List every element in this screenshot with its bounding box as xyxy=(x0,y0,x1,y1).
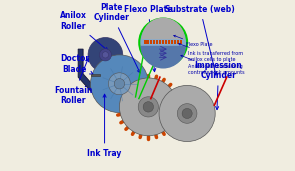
Text: Fountain
Roller: Fountain Roller xyxy=(54,58,92,105)
Polygon shape xyxy=(78,49,131,94)
FancyBboxPatch shape xyxy=(91,74,100,76)
FancyBboxPatch shape xyxy=(144,41,147,44)
Circle shape xyxy=(88,37,123,72)
FancyBboxPatch shape xyxy=(180,41,182,44)
Text: Flexo Plate: Flexo Plate xyxy=(124,5,173,72)
Text: Ink Tray: Ink Tray xyxy=(87,94,122,158)
Circle shape xyxy=(91,55,148,113)
Circle shape xyxy=(99,49,112,61)
FancyBboxPatch shape xyxy=(153,41,155,44)
FancyBboxPatch shape xyxy=(174,41,176,44)
FancyBboxPatch shape xyxy=(159,41,161,44)
Text: Substrate (web): Substrate (web) xyxy=(165,5,235,75)
Text: Anilox cells containing
controlled ink amounts: Anilox cells containing controlled ink a… xyxy=(181,55,245,75)
Wedge shape xyxy=(140,46,186,69)
Circle shape xyxy=(177,104,197,123)
Wedge shape xyxy=(142,18,185,39)
Text: Ink is transferred from
anilox cells to plate: Ink is transferred from anilox cells to … xyxy=(178,43,243,62)
Circle shape xyxy=(114,78,124,89)
Circle shape xyxy=(182,108,192,119)
FancyBboxPatch shape xyxy=(150,41,153,44)
Circle shape xyxy=(109,73,130,95)
FancyBboxPatch shape xyxy=(177,41,179,44)
Text: Flexo Plate: Flexo Plate xyxy=(174,35,213,48)
FancyBboxPatch shape xyxy=(156,41,158,44)
Circle shape xyxy=(143,102,153,112)
FancyBboxPatch shape xyxy=(165,41,167,44)
Circle shape xyxy=(139,18,187,66)
Circle shape xyxy=(138,97,158,117)
Text: Anilox
Roller: Anilox Roller xyxy=(60,11,108,51)
FancyBboxPatch shape xyxy=(168,41,170,44)
FancyBboxPatch shape xyxy=(171,41,173,44)
Circle shape xyxy=(119,78,177,136)
Circle shape xyxy=(159,85,215,142)
Text: Doctor
Blade: Doctor Blade xyxy=(60,54,93,74)
FancyBboxPatch shape xyxy=(147,41,150,44)
FancyBboxPatch shape xyxy=(162,41,164,44)
Circle shape xyxy=(102,52,109,58)
Text: Impression
Cylinder: Impression Cylinder xyxy=(195,61,242,110)
Text: Plate
Cylinder: Plate Cylinder xyxy=(93,3,140,73)
